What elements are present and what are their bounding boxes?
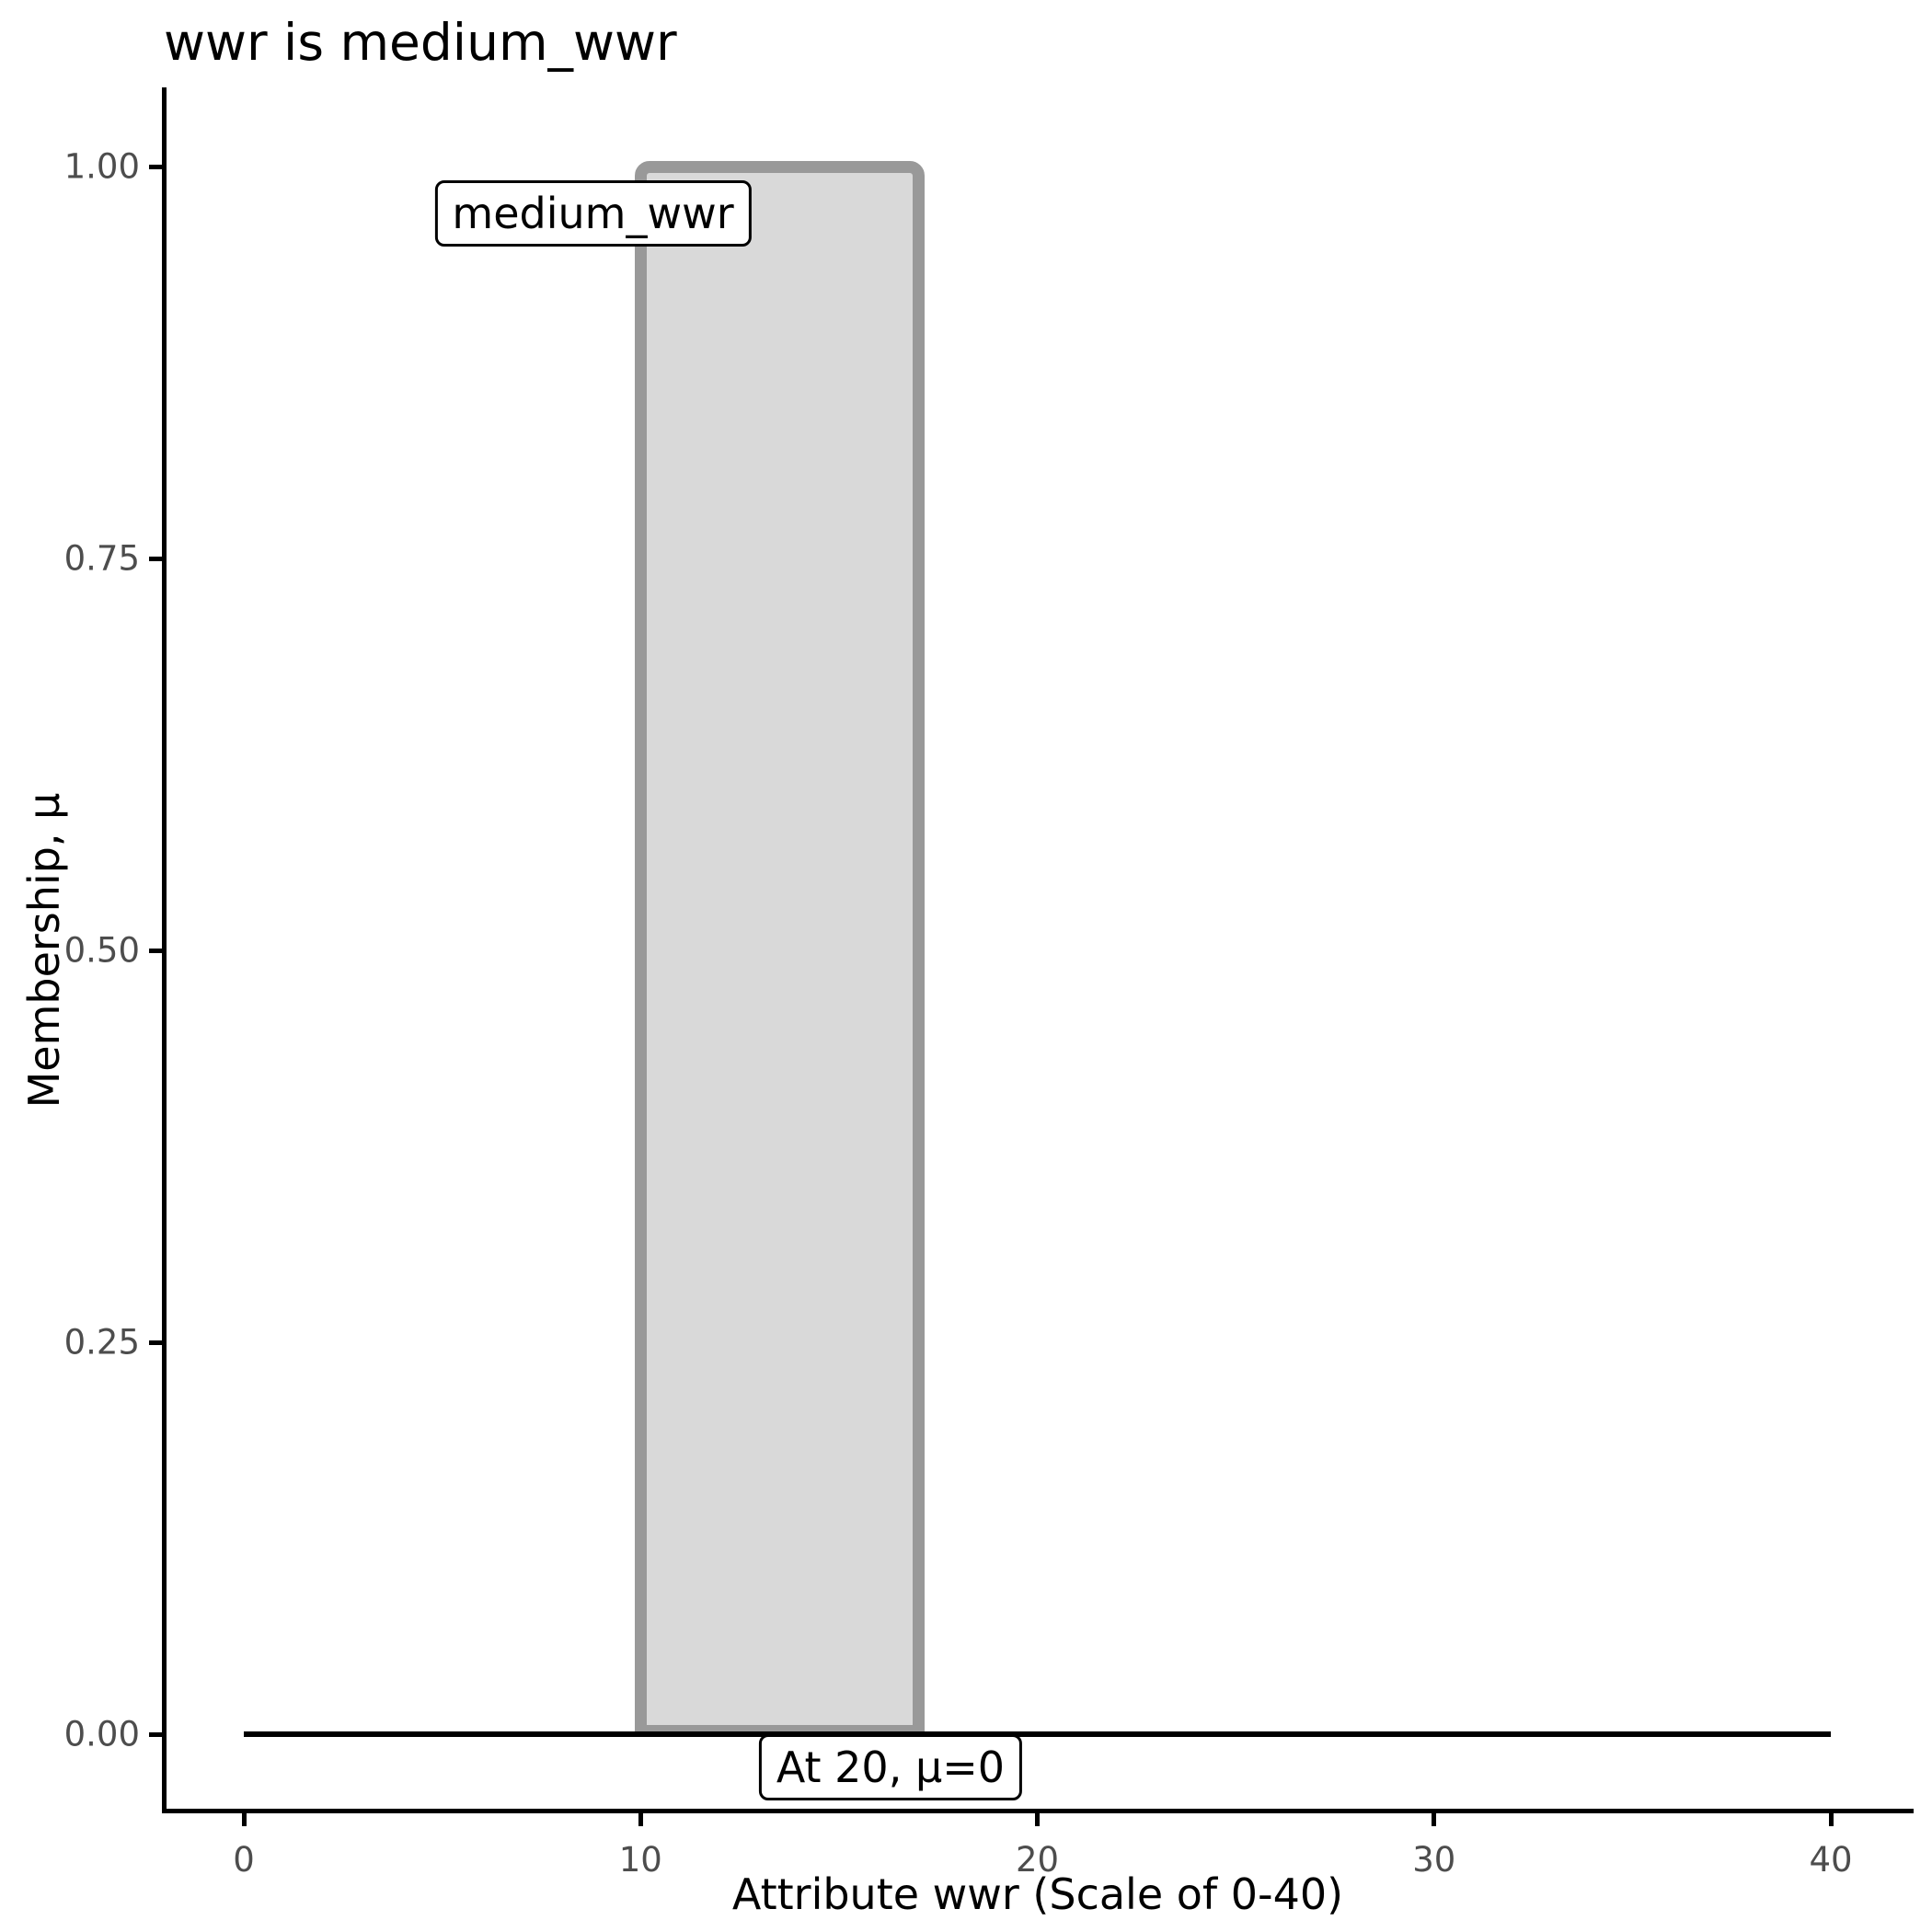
annotation-box: medium_wwr: [434, 180, 752, 247]
y-tick-label: 0.00: [63, 1714, 140, 1754]
y-axis-line: [162, 87, 167, 1813]
chart-title: wwr is medium_wwr: [164, 13, 677, 72]
x-tick-mark: [1035, 1813, 1040, 1826]
y-tick-label: 0.50: [63, 930, 140, 971]
x-tick-label: 0: [233, 1840, 255, 1880]
y-tick-mark: [149, 1731, 162, 1737]
x-tick-label: 40: [1809, 1840, 1853, 1880]
y-tick-mark: [149, 948, 162, 953]
x-tick-label: 30: [1412, 1840, 1456, 1880]
y-tick-mark: [149, 164, 162, 169]
x-axis-line: [162, 1809, 1914, 1813]
y-tick-mark: [149, 556, 162, 561]
x-tick-mark: [241, 1813, 247, 1826]
zero-membership-line: [244, 1731, 1831, 1737]
x-axis-title: Attribute wwr (Scale of 0-40): [731, 1869, 1344, 1919]
y-tick-label: 1.00: [63, 146, 140, 187]
y-tick-mark: [149, 1340, 162, 1345]
x-tick-label: 20: [1015, 1840, 1060, 1880]
y-tick-label: 0.75: [63, 538, 140, 579]
x-tick-mark: [1432, 1813, 1437, 1826]
x-tick-mark: [638, 1813, 643, 1826]
y-tick-label: 0.25: [63, 1322, 140, 1363]
y-axis-title: Membership, μ: [19, 792, 69, 1109]
x-tick-mark: [1828, 1813, 1834, 1826]
annotation-box: At 20, μ=0: [758, 1733, 1023, 1800]
membership-function-area: [634, 160, 925, 1737]
x-tick-label: 10: [618, 1840, 662, 1880]
